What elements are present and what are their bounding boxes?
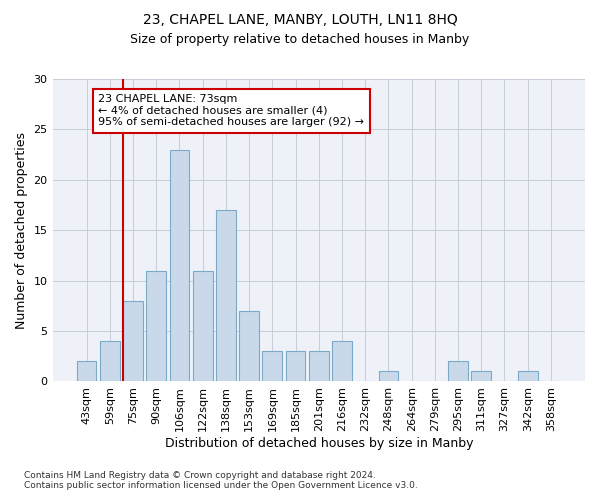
Text: 23 CHAPEL LANE: 73sqm
← 4% of detached houses are smaller (4)
95% of semi-detach: 23 CHAPEL LANE: 73sqm ← 4% of detached h… — [98, 94, 364, 128]
Bar — [286, 351, 305, 382]
Bar — [332, 341, 352, 382]
Bar — [193, 270, 212, 382]
Bar — [472, 372, 491, 382]
Bar — [146, 270, 166, 382]
Bar — [170, 150, 190, 382]
Bar — [100, 341, 119, 382]
Bar — [239, 311, 259, 382]
Bar — [262, 351, 282, 382]
Bar — [448, 362, 468, 382]
Bar — [123, 301, 143, 382]
Y-axis label: Number of detached properties: Number of detached properties — [15, 132, 28, 328]
Bar — [77, 362, 97, 382]
Bar — [379, 372, 398, 382]
Text: Contains HM Land Registry data © Crown copyright and database right 2024.
Contai: Contains HM Land Registry data © Crown c… — [24, 470, 418, 490]
X-axis label: Distribution of detached houses by size in Manby: Distribution of detached houses by size … — [164, 437, 473, 450]
Bar — [216, 210, 236, 382]
Bar — [518, 372, 538, 382]
Bar — [309, 351, 329, 382]
Text: 23, CHAPEL LANE, MANBY, LOUTH, LN11 8HQ: 23, CHAPEL LANE, MANBY, LOUTH, LN11 8HQ — [143, 12, 457, 26]
Text: Size of property relative to detached houses in Manby: Size of property relative to detached ho… — [130, 32, 470, 46]
